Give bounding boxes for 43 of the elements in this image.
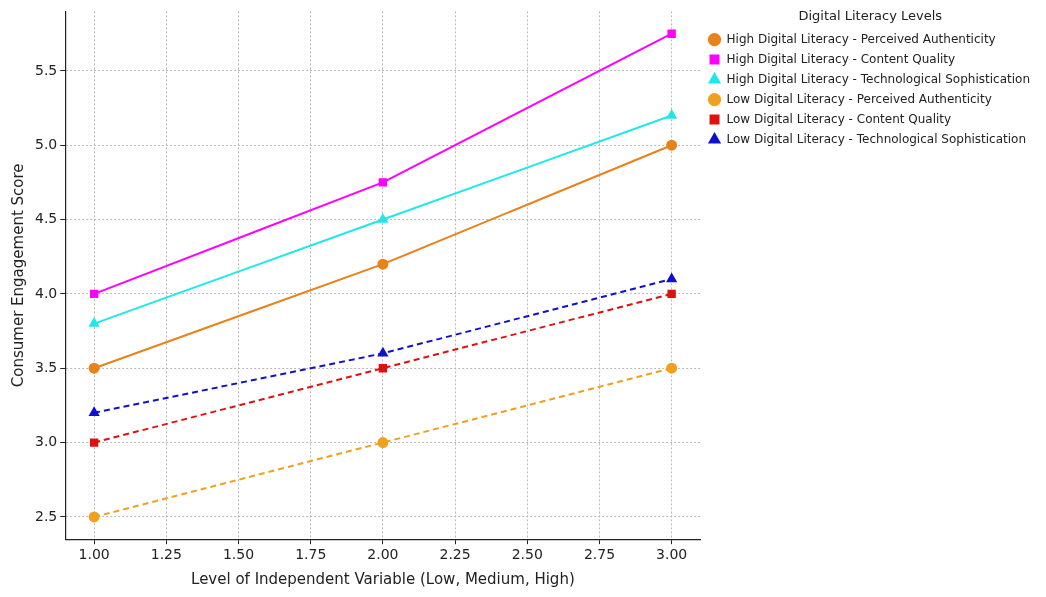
x-tick-label: 2.00 [367,546,399,563]
legend-label: High Digital Literacy - Perceived Authenticity [726,31,996,46]
point [666,362,678,374]
point [666,109,677,119]
point [88,362,100,374]
point [667,289,676,299]
point [378,178,388,187]
point [378,364,388,373]
point [89,289,99,299]
y-axis-title: Consumer Engagement Score [8,163,27,388]
legend-label: Low Digital Literacy - Content Quality [726,111,952,126]
x-axis-title: Level of Independent Variable (Low, Medium, High) [191,569,575,588]
y-tick-label: 5.0 [35,135,58,152]
point [89,407,100,417]
x-tick-label: 2.50 [511,546,543,563]
x-tick-label: 1.00 [78,546,110,563]
point [666,139,678,151]
x-tick-label: 2.25 [439,546,471,563]
point [378,214,388,223]
y-tick-label: 4.5 [35,210,58,227]
point [88,511,100,523]
point [378,347,388,357]
legend-label: High Digital Literacy - Content Quality [726,51,956,66]
point [377,258,389,270]
y-tick-label: 3.5 [35,358,58,375]
legend-label: Low Digital Literacy - Technological Sophistication [726,131,1027,146]
x-tick-label: 1.50 [222,546,255,563]
point [666,273,677,283]
x-tick-label: 1.25 [150,546,182,563]
point [89,438,99,447]
y-tick-label: 3.0 [35,433,58,450]
legend-title: Digital Literacy Levels [798,7,943,23]
legend-label: High Digital Literacy - Technological Sophistication [726,71,1031,86]
x-tick-label: 2.75 [583,546,616,563]
point [667,29,676,38]
point [89,318,100,327]
point [377,437,389,449]
y-tick-label: 2.5 [35,507,58,524]
y-tick-label: 4.0 [35,284,58,301]
x-tick-label: 3.00 [656,546,688,563]
y-tick-label: 5.5 [35,61,58,78]
legend-label: Low Digital Literacy - Perceived Authenticity [726,91,992,106]
x-tick-label: 1.75 [295,546,327,563]
